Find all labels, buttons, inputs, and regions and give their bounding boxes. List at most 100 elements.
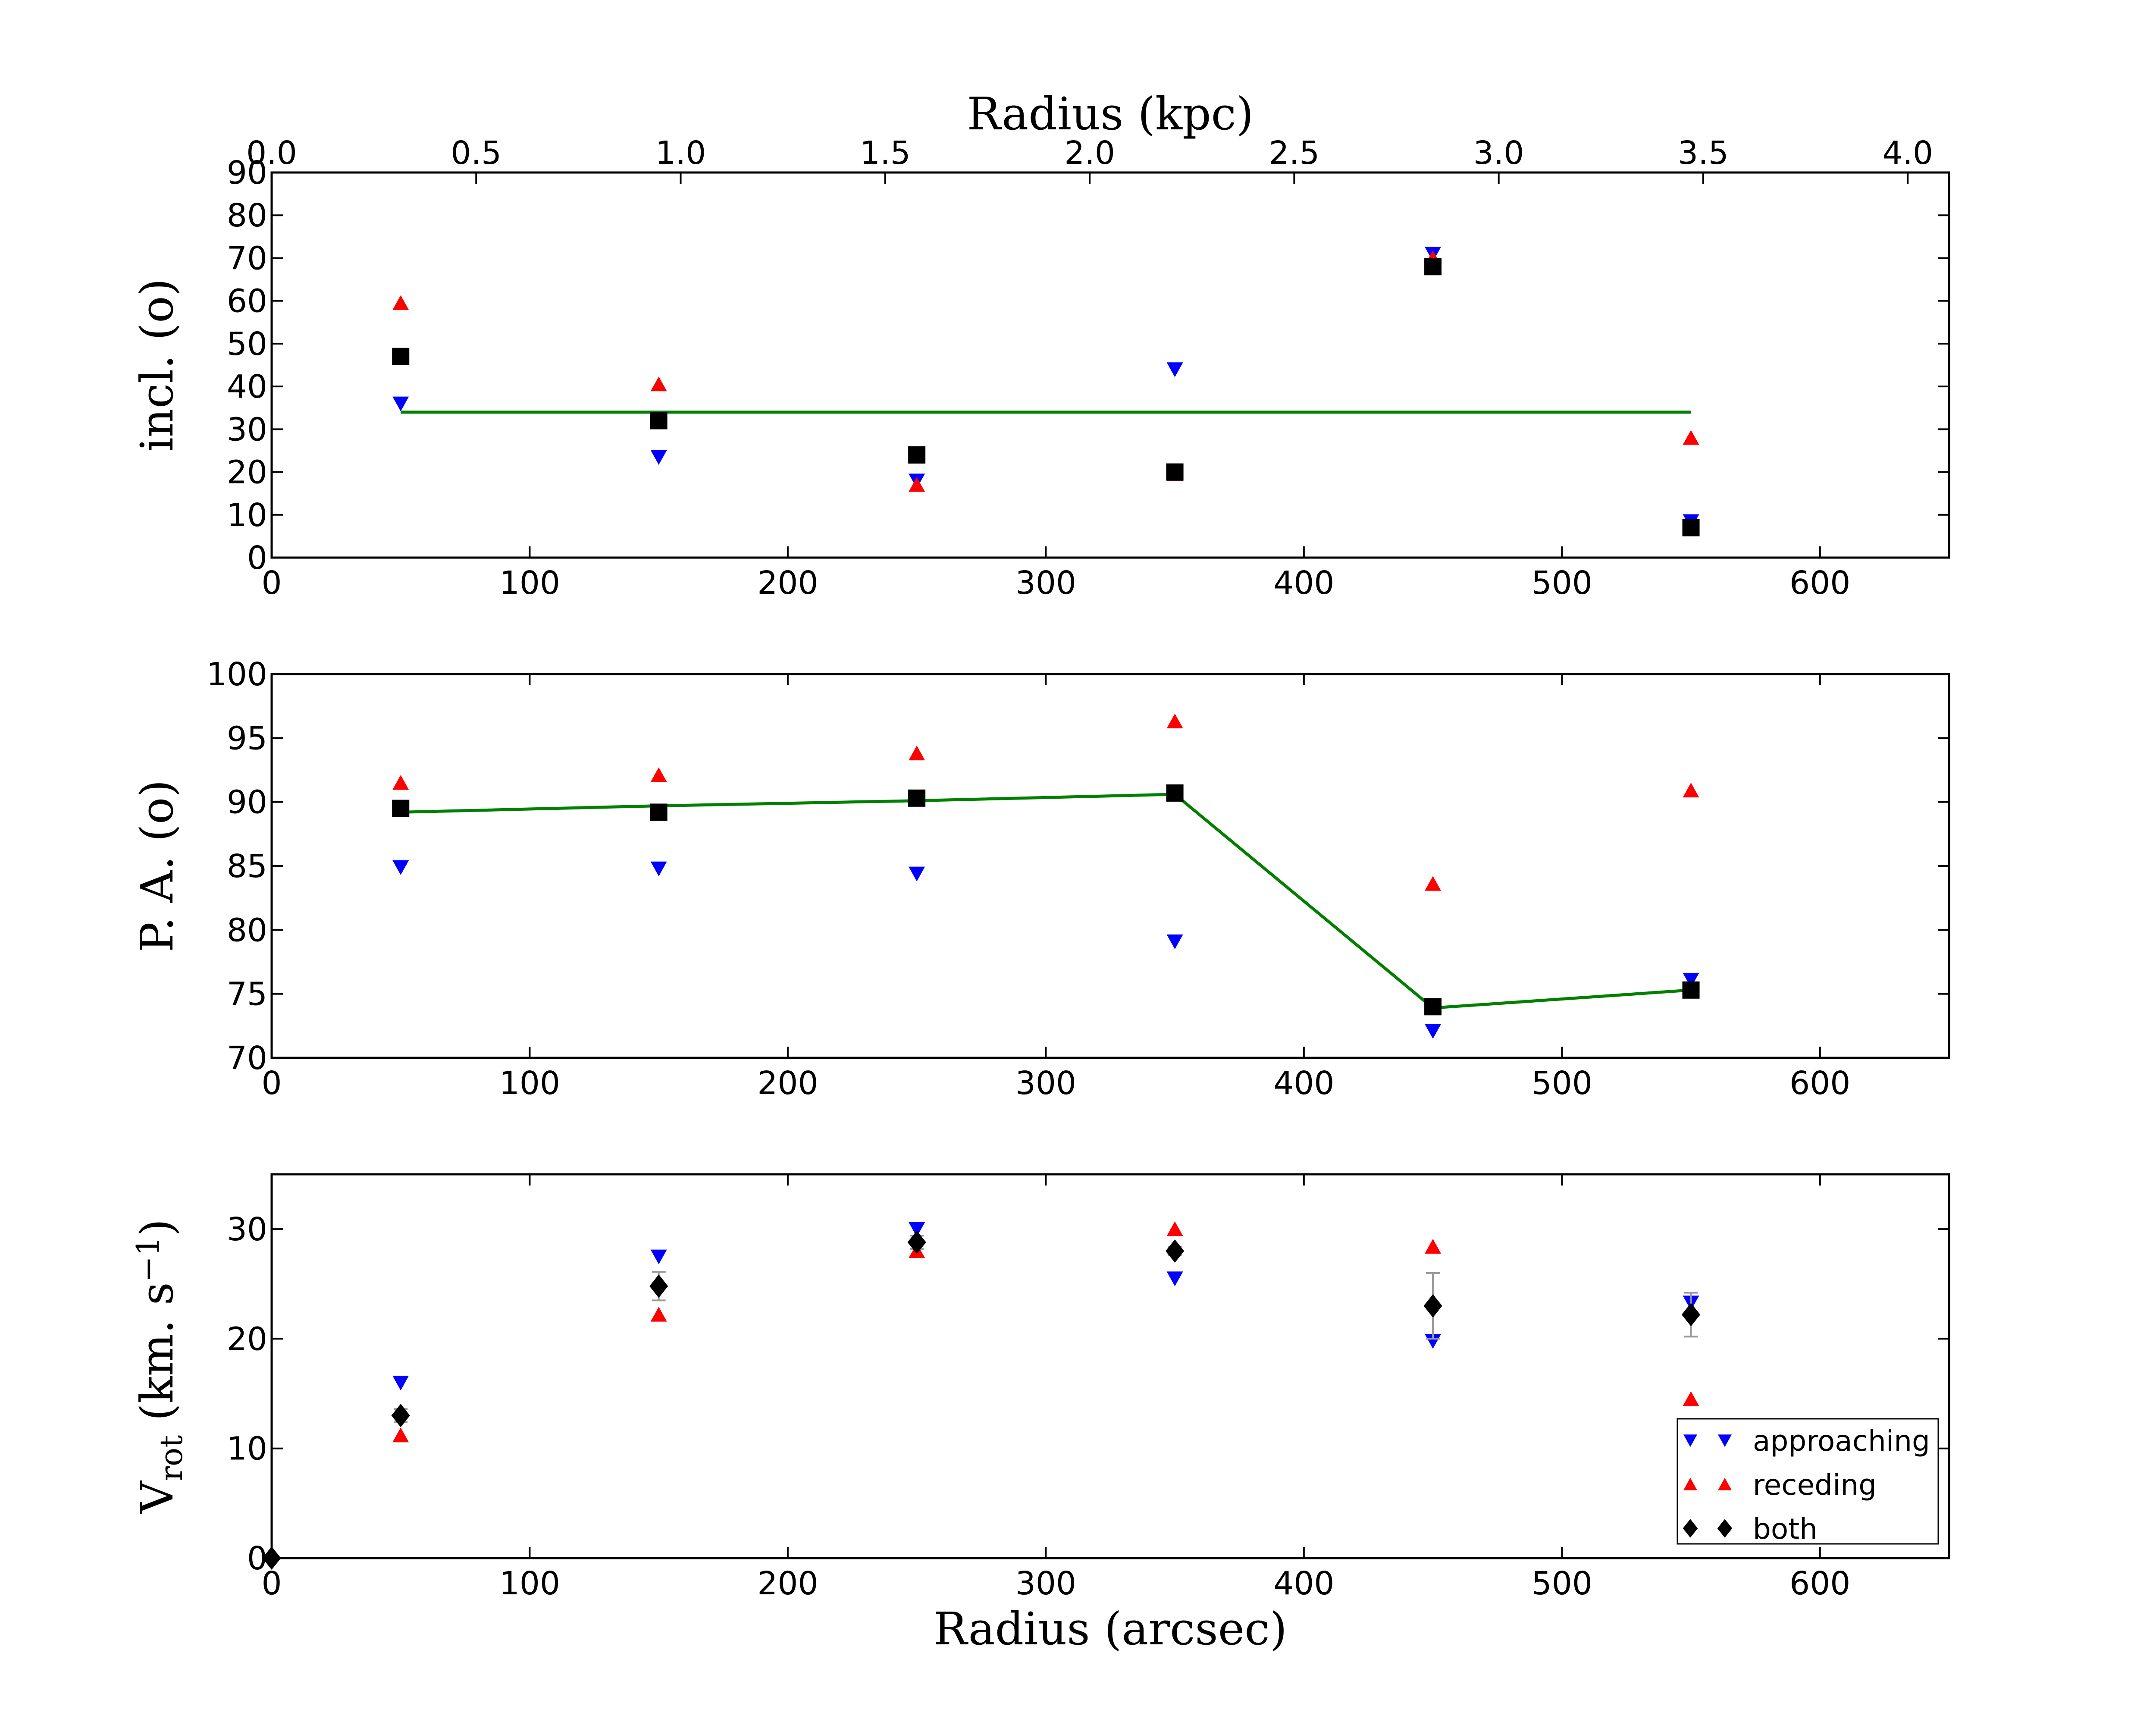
legend-marker-both [1717,1519,1733,1538]
y-tick-label: 10 [227,497,267,534]
fit-line [401,793,1691,1010]
x-tick-label: 300 [1015,565,1076,602]
legend-marker-both [1683,1519,1698,1538]
y-tick-label: 50 [227,326,267,363]
legend-marker-approaching [1683,1434,1697,1447]
panel-inclination: 0 100 200 300 400 500 60001020304050607080900.… [131,88,1950,602]
point-approaching [1166,1271,1183,1286]
point-approaching [392,396,409,411]
y-tick-label: 70 [227,240,267,277]
point-receding [392,1427,409,1443]
y-axis-title: P. A. (o) [131,780,183,952]
point-both [1682,981,1700,999]
legend: approaching receding both [1677,1418,1939,1546]
y-tick-label: 60 [227,283,267,320]
y-tick-label: 30 [227,411,267,448]
x-axis-title: Radius (arcsec) [934,1603,1287,1655]
legend-marker-receding [1683,1477,1697,1490]
point-approaching [392,860,409,875]
y-axis-title: incl. (o) [131,279,183,452]
point-both [1682,519,1700,536]
y-tick-label: 80 [227,912,267,949]
point-approaching [1166,362,1183,377]
top-tick-label: 2.5 [1269,135,1320,172]
point-both [907,1230,926,1254]
point-both [650,412,667,430]
x-tick-label: 100 [499,565,560,602]
x-tick-label: 300 [1015,1565,1076,1602]
point-approaching [650,450,667,465]
legend-label-receding: receding [1753,1468,1877,1502]
point-both [392,348,410,365]
y-tick-label: 100 [207,656,267,693]
point-receding [650,1307,667,1322]
point-both [649,1274,668,1298]
top-tick-label: 3.0 [1473,135,1524,172]
y-tick-label: 20 [227,1320,267,1358]
point-receding [1425,1239,1442,1254]
x-tick-label: 600 [1789,1565,1850,1602]
x-tick-label: 400 [1273,1065,1334,1102]
axes-frame [270,1173,1950,1559]
point-both [1166,463,1184,481]
panel-position-angle: 0 100 200 300 400 500 600 70 75 80 85 90 95 100 P. A. … [131,656,1950,1102]
top-tick-label: 2.0 [1064,135,1115,172]
x-tick-label: 200 [757,1565,818,1602]
x-tick-label: 100 [499,1565,560,1602]
point-approaching [650,861,667,876]
x-tick-label: 400 [1273,1565,1334,1602]
x-tick-label: 200 [757,1065,818,1102]
point-both [1681,1303,1701,1327]
top-tick-label: 3.5 [1678,135,1729,172]
x-tick-label: 200 [757,565,818,602]
legend-marker-approaching [1718,1434,1732,1447]
y-tick-label: 85 [227,848,267,885]
point-approaching [1683,972,1699,988]
x-tick-label: 600 [1789,565,1850,602]
point-both [908,789,926,807]
axes-frame [270,673,1950,1059]
y-tick-label: 40 [227,368,267,405]
top-tick-label: 4.0 [1882,135,1933,172]
top-axis-title: Radius (kpc) [967,88,1254,140]
y-tick-label: 20 [227,454,267,491]
point-receding [1166,713,1183,728]
x-tick-label: 100 [499,1065,560,1102]
x-tick-label: 600 [1789,1065,1850,1102]
x-tick-label: 500 [1532,565,1592,602]
point-approaching [1425,1334,1442,1349]
point-both [650,803,667,821]
point-receding [392,295,409,310]
legend-label-approaching: approaching [1753,1424,1930,1458]
point-both [908,446,926,464]
point-receding [650,376,667,392]
top-tick-label: 0.0 [246,135,297,172]
y-axis-title: Vrot (km. s−1) [130,1219,189,1514]
point-receding [909,477,925,492]
point-both [1166,784,1184,802]
x-tick-label: 0 [261,1065,282,1102]
point-receding [1166,1221,1183,1236]
legend-marker-receding [1718,1477,1732,1490]
point-both [1424,258,1442,276]
x-tick-label: 400 [1273,565,1334,602]
y-tick-label: 0 [247,539,267,577]
top-tick-label: 1.5 [860,135,911,172]
point-receding [909,745,925,761]
point-both [392,800,410,817]
y-tick-label: 70 [227,1040,267,1077]
point-approaching [392,1375,409,1391]
x-tick-label: 300 [1015,1065,1076,1102]
point-approaching [650,1249,667,1264]
top-tick-label: 1.0 [655,135,706,172]
point-both [391,1404,410,1427]
point-receding [1683,782,1699,798]
point-receding [1425,876,1442,891]
point-both [262,1546,281,1570]
y-tick-label: 95 [227,720,267,757]
point-approaching [909,1222,925,1237]
legend-label-both: both [1753,1512,1818,1546]
x-tick-label: 0 [261,1565,282,1602]
